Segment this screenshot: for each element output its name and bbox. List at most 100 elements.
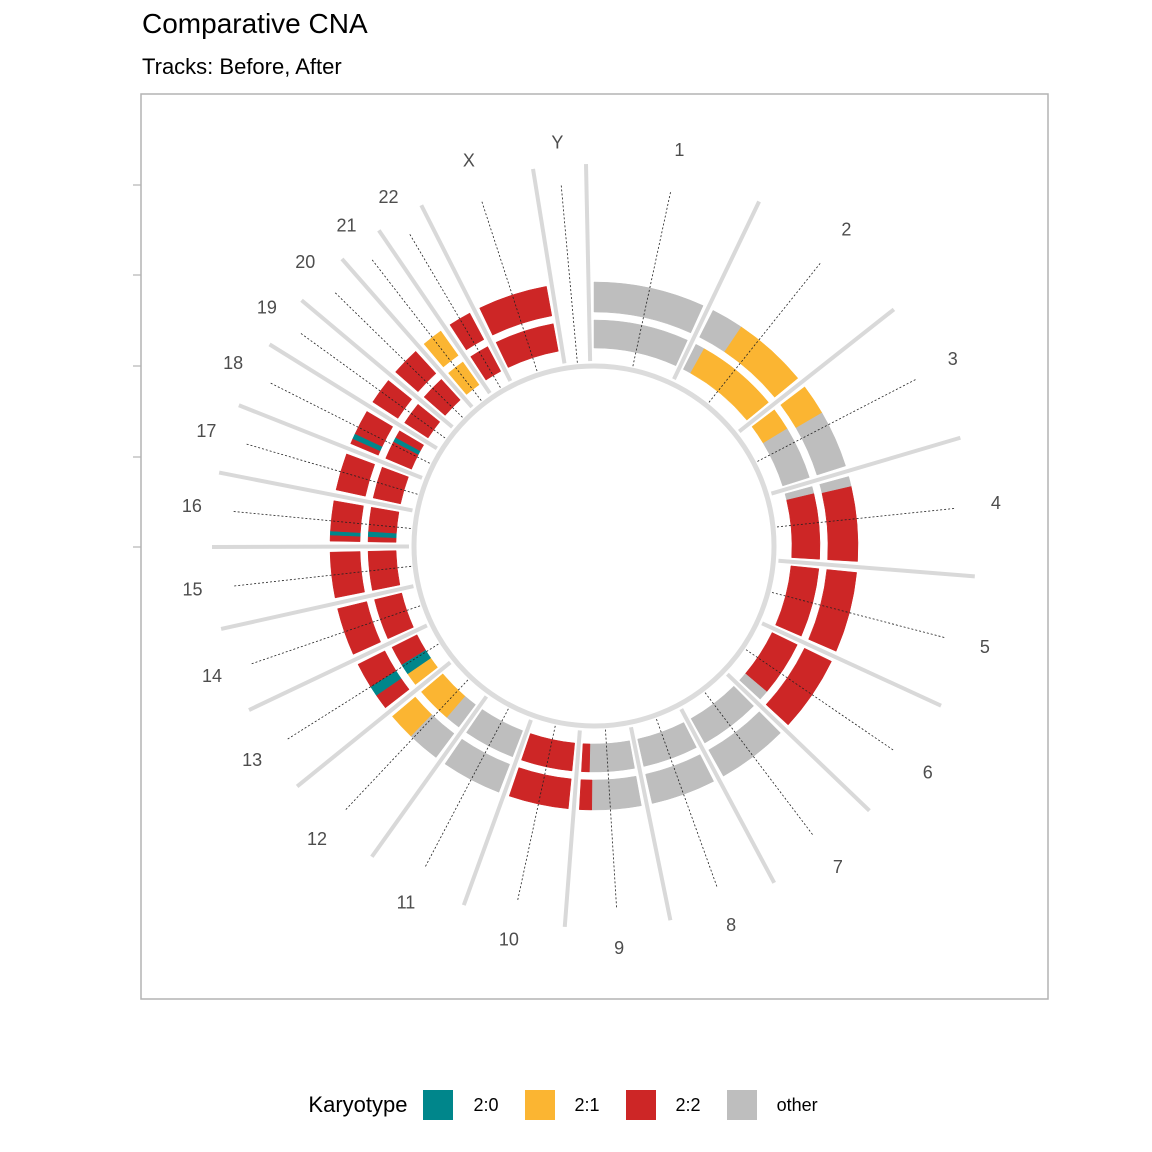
legend-item-2-0: 2:0 — [423, 1090, 499, 1120]
segment-after-chr8-11 — [637, 722, 697, 767]
legend-item-2-1: 2:1 — [524, 1090, 600, 1120]
chromosome-label-Y: Y — [551, 132, 563, 152]
chromosome-boundary-8 — [679, 708, 776, 884]
segment-before-chrX-34 — [479, 286, 553, 336]
label-connector-X — [481, 201, 538, 372]
chromosome-boundary-22 — [377, 229, 492, 395]
segment-after-chr4-6 — [786, 493, 821, 560]
legend-title: Karyotype — [308, 1092, 408, 1117]
legend: Karyotype 2:0 2:1 2:2 other — [0, 1090, 1152, 1120]
label-connector-9 — [605, 729, 617, 908]
legend-swatch-2-1 — [524, 1090, 555, 1120]
segment-before-chr17-26 — [335, 453, 376, 497]
chart-subtitle: Tracks: Before, After — [142, 54, 342, 79]
chromosome-boundary-20 — [300, 298, 454, 429]
chromosome-boundary-15 — [220, 584, 414, 631]
segment-before-chr18-29 — [354, 411, 394, 447]
segment-after-chr14-21 — [374, 592, 414, 640]
chromosome-boundary-1 — [584, 164, 593, 362]
chromosome-label-18: 18 — [223, 353, 243, 373]
label-connector-5 — [771, 592, 945, 638]
label-connector-Y — [560, 185, 578, 363]
label-connector-6 — [745, 649, 894, 751]
chromosome-label-X: X — [463, 151, 475, 171]
label-connector-19 — [300, 333, 446, 439]
chromosome-label-11: 11 — [397, 892, 416, 912]
segment-after-chr17-26 — [372, 466, 409, 505]
chromosome-label-5: 5 — [980, 637, 990, 657]
segment-after-chr6-9 — [739, 673, 768, 700]
chromosome-boundary-9 — [629, 726, 673, 921]
label-connector-10 — [517, 725, 556, 900]
segment-after-chrX-34 — [495, 323, 559, 368]
chromosome-boundary-6 — [761, 621, 942, 708]
legend-label-2-0: 2:0 — [473, 1094, 499, 1115]
label-connector-13 — [287, 643, 439, 740]
segment-before-chr1-0 — [593, 281, 704, 334]
segment-before-chr8-10 — [645, 754, 714, 804]
segment-before-chr9-11 — [591, 775, 642, 811]
segment-after-chr9-13 — [581, 743, 591, 773]
label-connector-7 — [704, 692, 813, 835]
chromosome-boundary-X — [419, 204, 513, 382]
chromosome-boundary-Y — [531, 168, 567, 364]
axis-ticks — [133, 184, 141, 548]
chromosome-label-17: 17 — [196, 421, 216, 441]
legend-label-2-1: 2:1 — [574, 1094, 600, 1115]
label-connector-16 — [233, 511, 411, 529]
chromosome-label-19: 19 — [257, 298, 277, 318]
label-connector-21 — [371, 259, 482, 401]
label-connector-3 — [757, 379, 916, 462]
chromosome-label-3: 3 — [948, 349, 958, 369]
chromosome-boundary-21 — [340, 257, 474, 409]
segment-before-chr15-22 — [329, 551, 365, 599]
chromosome-label-22: 22 — [378, 187, 398, 207]
segment-after-chr9-12 — [589, 740, 635, 773]
segment-before-chr3-4 — [795, 412, 846, 476]
chart-title: Comparative CNA — [142, 8, 368, 39]
segment-before-chr9-12 — [579, 779, 593, 811]
label-connector-1 — [632, 192, 671, 367]
segment-before-chr13-20 — [357, 650, 397, 688]
chromosome-boundary-19 — [268, 342, 438, 451]
legend-swatch-2-0 — [423, 1090, 454, 1120]
chromosome-label-10: 10 — [499, 930, 519, 950]
segment-before-chr6-8 — [765, 647, 832, 726]
chromosome-boundary-17 — [218, 470, 413, 513]
chromosome-label-14: 14 — [202, 666, 222, 686]
chromosome-label-21: 21 — [336, 215, 356, 235]
segment-before-chr12-17 — [392, 696, 433, 737]
label-connector-4 — [776, 508, 955, 528]
chromosome-label-20: 20 — [295, 252, 315, 272]
legend-item-other: other — [726, 1090, 818, 1120]
chromosome-boundary-7 — [725, 672, 871, 813]
chromosome-label-12: 12 — [307, 829, 327, 849]
segment-after-chr10-14 — [521, 733, 575, 772]
segment-after-chr15-22 — [367, 550, 401, 591]
segment-before-chr11-15 — [444, 738, 486, 780]
legend-label-2-2: 2:2 — [675, 1094, 701, 1115]
chromosome-boundary-5 — [778, 558, 975, 579]
label-connector-14 — [251, 605, 421, 665]
chromosome-label-6: 6 — [923, 762, 933, 782]
chromosome-boundary-3 — [738, 307, 896, 433]
chromosome-label-13: 13 — [242, 750, 262, 770]
chromosome-label-7: 7 — [833, 857, 843, 877]
label-connector-20 — [334, 292, 463, 418]
chromosome-boundary-12 — [370, 695, 489, 858]
segment-before-chr16-25 — [330, 500, 364, 533]
segment-after-chr2-2 — [690, 348, 769, 421]
legend-label-other: other — [776, 1094, 818, 1115]
base-circle — [411, 363, 777, 729]
chromosome-label-8: 8 — [726, 915, 736, 935]
chromosome-label-16: 16 — [182, 496, 202, 516]
label-connector-2 — [708, 263, 821, 403]
segment-after-chr13-20 — [391, 634, 426, 665]
label-connector-18 — [270, 382, 430, 464]
segment-after-chr18-29 — [395, 430, 425, 452]
chromosome-boundary-13 — [295, 660, 452, 788]
label-connector-11 — [425, 708, 509, 867]
chromosome-boundary-4 — [770, 435, 961, 496]
chromosome-label-1: 1 — [674, 140, 684, 160]
